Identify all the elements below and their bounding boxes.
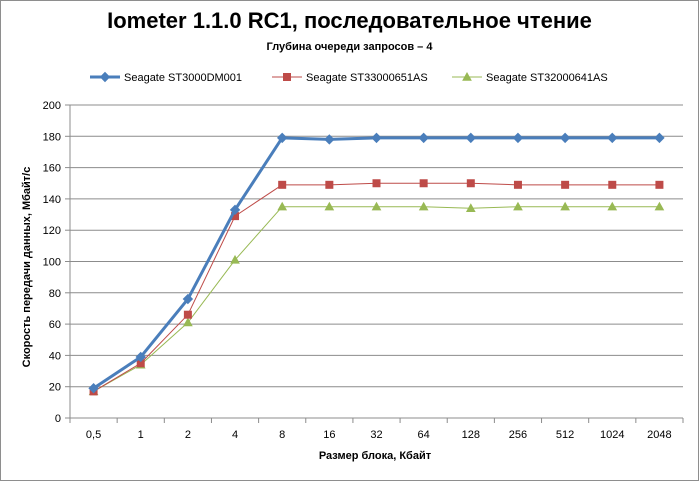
data-point	[182, 293, 194, 305]
data-point	[324, 134, 335, 145]
y-tick-label: 0	[55, 413, 61, 425]
series-group	[88, 132, 665, 396]
data-point	[230, 254, 240, 264]
data-point	[607, 132, 618, 144]
y-tick-label: 100	[43, 257, 61, 269]
series-line	[93, 206, 660, 392]
x-tick-label: 512	[556, 429, 574, 441]
data-point	[512, 132, 524, 144]
data-point	[560, 201, 570, 211]
x-tick-label: 2048	[647, 429, 671, 441]
data-point	[277, 201, 288, 211]
data-point	[561, 180, 570, 189]
data-point	[324, 201, 335, 211]
legend-marker	[283, 73, 291, 81]
chart-title: Iometer 1.1.0 RC1, последовательное чтен…	[107, 8, 592, 33]
data-point	[372, 179, 381, 188]
legend-marker	[462, 71, 472, 81]
data-point	[608, 180, 617, 189]
series-1	[88, 132, 665, 394]
series-2	[89, 179, 664, 396]
x-tick-label: 256	[509, 429, 527, 441]
data-point	[654, 201, 665, 211]
y-tick-label: 200	[43, 100, 61, 112]
x-tick-label: 128	[462, 429, 480, 441]
chart-subtitle: Глубина очереди запросов – 4	[266, 41, 433, 53]
data-point	[229, 204, 241, 216]
data-point	[513, 180, 522, 189]
x-axis-label: Размер блока, Кбайт	[319, 450, 432, 462]
y-tick-label: 140	[43, 194, 61, 206]
data-point	[655, 180, 664, 189]
legend-label: Seagate ST3000DM001	[124, 72, 242, 84]
series-line	[93, 182, 660, 392]
y-tick-label: 60	[49, 319, 61, 331]
x-tick-label: 64	[418, 429, 430, 441]
y-axis-label: Скорость передачи данных, Мбайт/с	[21, 167, 33, 368]
data-point	[135, 351, 146, 363]
x-tick-label: 16	[323, 429, 335, 441]
data-point	[418, 201, 429, 211]
y-tick-label: 180	[43, 131, 61, 143]
y-tick-label: 80	[49, 288, 61, 300]
legend-label: Seagate ST33000651AS	[306, 72, 428, 84]
data-point	[183, 317, 193, 327]
data-point	[465, 203, 476, 212]
x-tick-label: 8	[279, 429, 285, 441]
legend-label: Seagate ST32000641AS	[486, 72, 608, 84]
x-tick-label: 2	[185, 429, 191, 441]
x-tick-label: 1024	[600, 429, 624, 441]
legend-item: Seagate ST33000651AS	[272, 72, 428, 84]
data-point	[466, 179, 475, 188]
y-tick-label: 160	[43, 163, 61, 175]
data-point	[513, 201, 523, 211]
series-3	[88, 201, 665, 396]
data-point	[465, 132, 477, 144]
x-tick-label: 4	[232, 429, 238, 441]
data-point	[607, 201, 618, 211]
legend-item: Seagate ST3000DM001	[90, 71, 242, 84]
data-point	[278, 180, 287, 189]
x-tick-label: 32	[370, 429, 382, 441]
legend: Seagate ST3000DM001 Seagate ST33000651AS S…	[90, 71, 608, 84]
y-axis-ticks: 0 20 40 60 80 100 120 140 160 180 200	[43, 100, 70, 425]
data-point	[419, 179, 428, 188]
data-point	[418, 132, 429, 144]
data-point	[88, 383, 99, 394]
axes	[69, 105, 683, 419]
series-line	[92, 136, 660, 390]
y-tick-label: 120	[43, 225, 61, 237]
gridlines	[70, 104, 683, 388]
legend-item: Seagate ST32000641AS	[452, 71, 608, 84]
data-point	[371, 132, 382, 144]
data-point	[371, 201, 382, 211]
legend-marker	[99, 71, 111, 83]
x-axis-ticks: 0,5 1 2 4 8 16 32 64 128 256 512 1024 2048	[69, 418, 684, 441]
data-point	[325, 180, 334, 189]
data-point	[654, 132, 665, 144]
data-point	[183, 310, 192, 319]
y-tick-label: 20	[49, 382, 61, 394]
data-point	[559, 132, 571, 144]
x-tick-label: 1	[138, 429, 144, 441]
x-tick-label: 0,5	[86, 429, 101, 441]
y-tick-label: 40	[49, 350, 61, 362]
data-point	[276, 132, 288, 144]
